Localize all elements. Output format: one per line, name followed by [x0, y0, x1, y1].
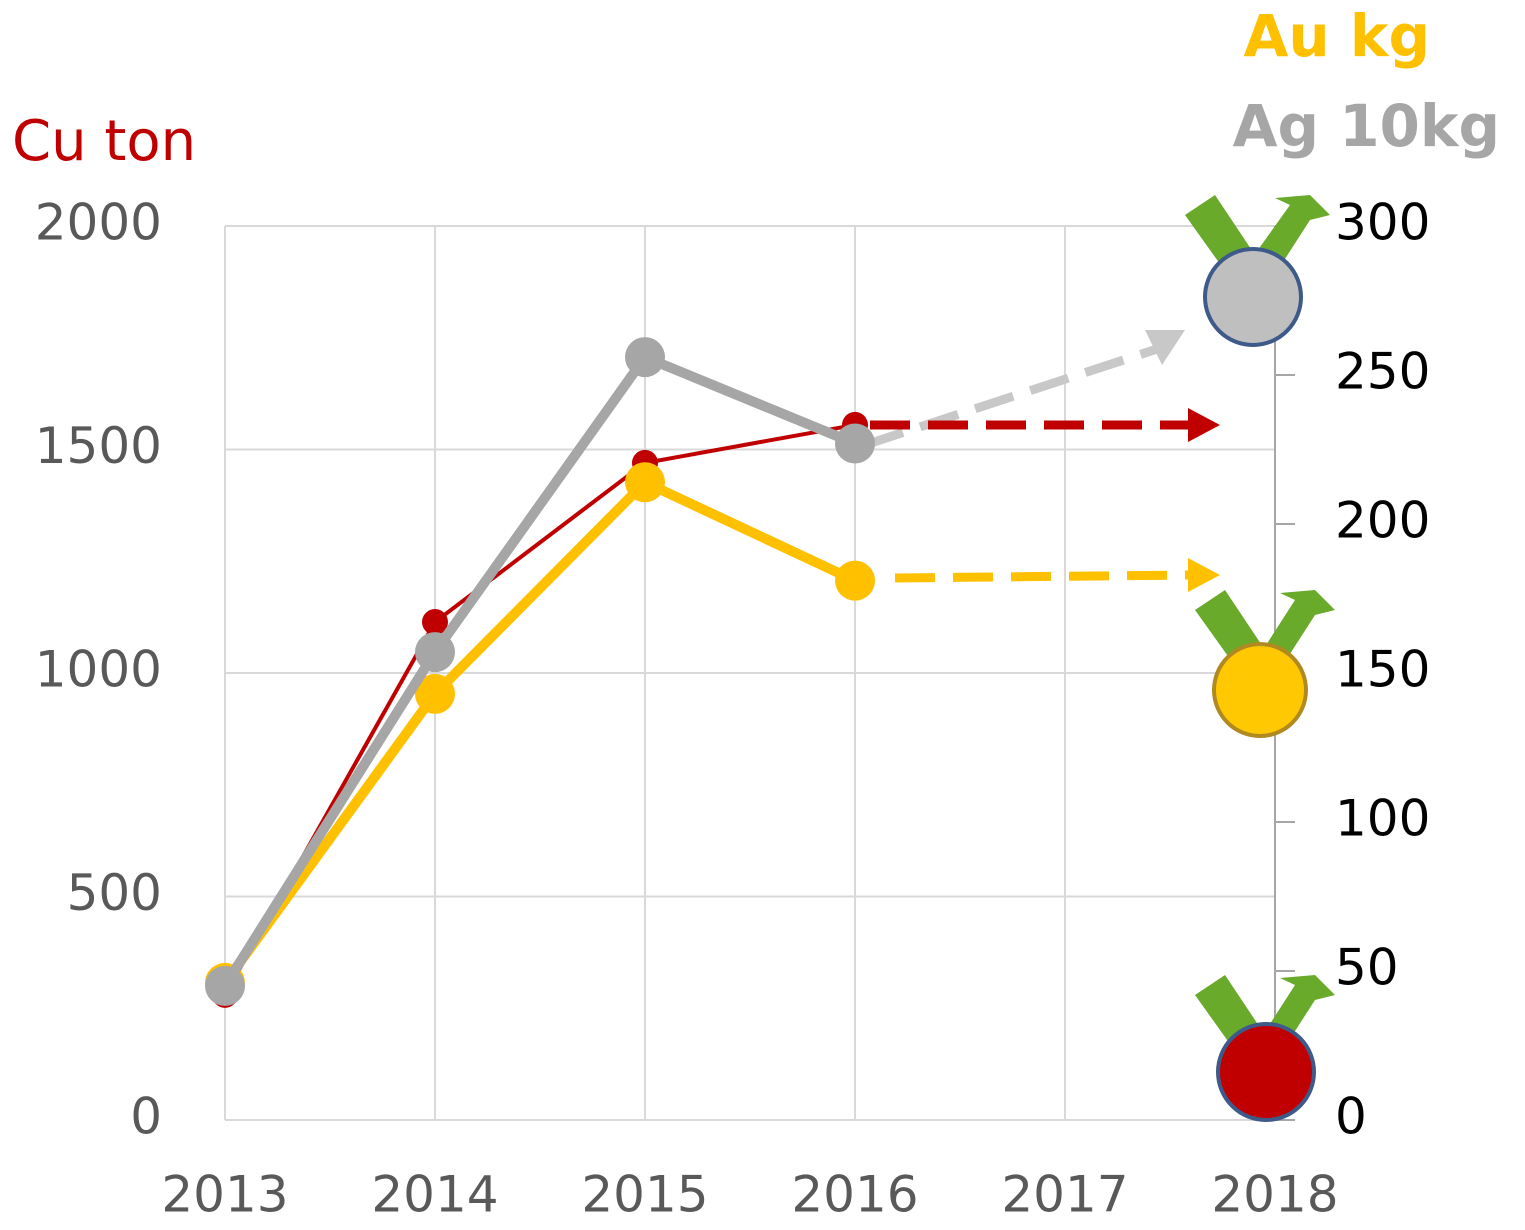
series-line: [220, 477, 858, 986]
series-point: [835, 560, 875, 601]
y-tick-label: 500: [67, 864, 162, 922]
arrow-head: [1188, 408, 1220, 442]
y2-tick-label: 200: [1335, 492, 1430, 550]
medal: [1195, 975, 1335, 1122]
x-tick-label: 2018: [1211, 1166, 1338, 1224]
y2-tick-label: 50: [1335, 939, 1399, 997]
y-tick-label: 0: [130, 1088, 162, 1146]
forecast-arrows: [863, 330, 1220, 592]
arrow: [894, 570, 1191, 583]
y2-tick-label: 300: [1335, 194, 1430, 252]
series-point: [415, 673, 455, 714]
x-tick-label: 2016: [791, 1166, 918, 1224]
x-tick-label: 2013: [161, 1166, 288, 1224]
y2-tick-label: 250: [1335, 343, 1430, 401]
series-point: [835, 423, 875, 464]
y-tick-label: 1500: [35, 417, 162, 475]
x-tick-label: 2015: [581, 1166, 708, 1224]
y2-axis-label: Ag 10kg: [1233, 92, 1500, 160]
medal: [1185, 195, 1330, 347]
y2-tick-label: 100: [1335, 790, 1430, 848]
grid: [224, 225, 1295, 1121]
y-tick-label: 2000: [35, 194, 162, 252]
medals: [1185, 195, 1335, 1122]
series-point: [205, 965, 245, 1006]
medal: [1195, 590, 1335, 738]
series-line: [220, 352, 857, 989]
series-point: [625, 462, 665, 503]
arrow-head: [1188, 558, 1220, 592]
series-point: [415, 632, 455, 673]
y-tick-label: 1000: [35, 641, 162, 699]
series-point: [422, 609, 448, 636]
arrow-head: [1145, 330, 1185, 365]
x-tick-label: 2014: [371, 1166, 498, 1224]
series-point: [625, 337, 665, 378]
y2-tick-label: 150: [1335, 641, 1430, 699]
series-line: [223, 422, 856, 996]
y2-axis-label: Au kg: [1244, 2, 1430, 70]
arrow: [863, 343, 1162, 450]
y2-tick-label: 0: [1335, 1088, 1367, 1146]
x-tick-label: 2017: [1001, 1166, 1128, 1224]
y-axis-label: Cu ton: [12, 109, 196, 174]
